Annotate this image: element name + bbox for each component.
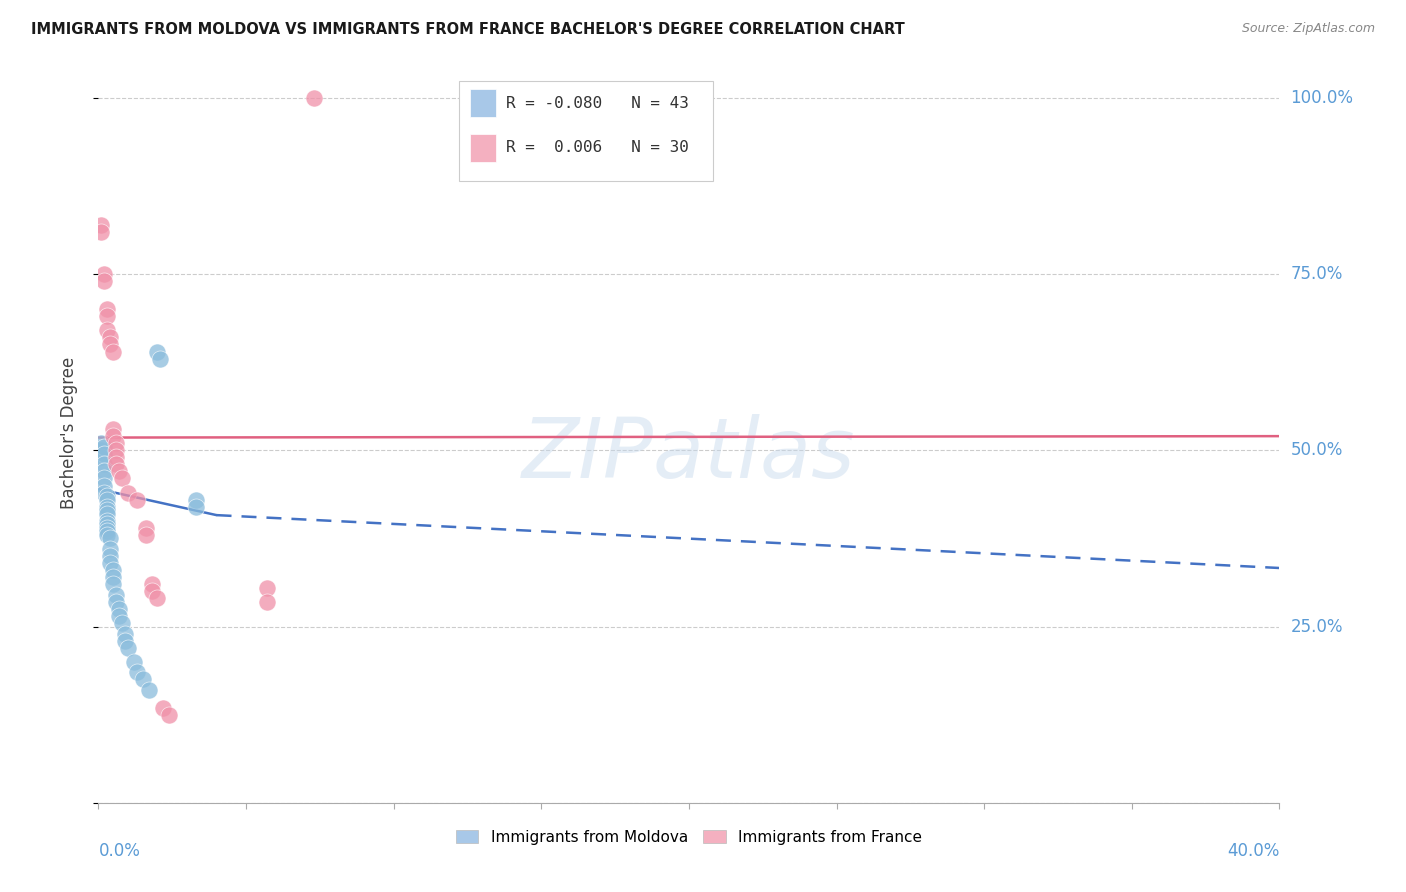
Point <box>114 633 136 648</box>
Point <box>98 330 121 344</box>
Point <box>96 521 118 535</box>
Point <box>96 489 118 503</box>
Point <box>122 655 145 669</box>
Point <box>96 302 118 317</box>
Point <box>103 344 125 359</box>
Point <box>111 471 134 485</box>
Point <box>93 267 115 281</box>
Y-axis label: Bachelor's Degree: Bachelor's Degree <box>59 357 77 508</box>
Point <box>96 323 118 337</box>
Point <box>184 500 207 514</box>
Point <box>125 665 148 680</box>
Point <box>96 500 118 514</box>
Point <box>93 478 115 492</box>
Point <box>93 440 115 454</box>
Point <box>93 458 115 472</box>
Point <box>96 310 118 324</box>
Point <box>111 615 134 630</box>
Point <box>114 626 136 640</box>
Point <box>184 492 207 507</box>
Point <box>96 517 118 532</box>
Point <box>146 344 169 359</box>
Text: 25.0%: 25.0% <box>1291 617 1343 635</box>
Point <box>105 450 128 465</box>
Point <box>141 577 163 591</box>
Point <box>90 436 112 450</box>
Bar <box>471 134 496 161</box>
Point <box>138 683 160 698</box>
Point <box>90 443 112 458</box>
Text: 0.0%: 0.0% <box>98 842 141 860</box>
Point <box>96 514 118 528</box>
Point <box>108 609 131 624</box>
Point <box>117 640 139 655</box>
Text: 75.0%: 75.0% <box>1291 265 1343 283</box>
Point <box>103 563 125 577</box>
Text: Source: ZipAtlas.com: Source: ZipAtlas.com <box>1241 22 1375 36</box>
Point <box>157 707 180 722</box>
Text: IMMIGRANTS FROM MOLDOVA VS IMMIGRANTS FROM FRANCE BACHELOR'S DEGREE CORRELATION : IMMIGRANTS FROM MOLDOVA VS IMMIGRANTS FR… <box>31 22 904 37</box>
Point <box>98 541 121 556</box>
Text: 40.0%: 40.0% <box>1227 842 1279 860</box>
Point <box>108 602 131 616</box>
Point <box>152 700 174 714</box>
Point <box>105 458 128 472</box>
Point <box>103 577 125 591</box>
Point <box>96 528 118 542</box>
Point <box>117 485 139 500</box>
Point <box>105 588 128 602</box>
Point <box>103 429 125 443</box>
Point <box>132 673 155 687</box>
Point <box>96 507 118 521</box>
Point <box>98 556 121 570</box>
Point <box>98 532 121 546</box>
Point <box>135 521 157 535</box>
Point <box>93 447 115 461</box>
Point <box>98 337 121 351</box>
Point <box>93 274 115 288</box>
Point <box>96 492 118 507</box>
Point <box>103 422 125 436</box>
Point <box>93 471 115 485</box>
Text: 50.0%: 50.0% <box>1291 442 1343 459</box>
Text: R =  0.006   N = 30: R = 0.006 N = 30 <box>506 140 689 155</box>
Legend: Immigrants from Moldova, Immigrants from France: Immigrants from Moldova, Immigrants from… <box>450 823 928 851</box>
Point <box>96 524 118 539</box>
Text: R = -0.080   N = 43: R = -0.080 N = 43 <box>506 95 689 111</box>
Text: 100.0%: 100.0% <box>1291 88 1354 107</box>
Point <box>105 443 128 458</box>
Point <box>98 549 121 563</box>
Point <box>302 91 325 105</box>
Text: ZIPatlas: ZIPatlas <box>522 414 856 495</box>
Point <box>90 450 112 465</box>
Point <box>149 351 172 366</box>
Point <box>135 528 157 542</box>
Bar <box>471 89 496 117</box>
Point <box>105 436 128 450</box>
Point <box>256 581 278 595</box>
Point <box>93 464 115 478</box>
Point <box>108 464 131 478</box>
Point <box>146 591 169 606</box>
Point <box>105 595 128 609</box>
Point <box>90 225 112 239</box>
Point <box>256 595 278 609</box>
Point <box>141 584 163 599</box>
Point <box>96 503 118 517</box>
Point <box>125 492 148 507</box>
Point <box>103 570 125 584</box>
Point <box>93 485 115 500</box>
Point <box>90 218 112 232</box>
FancyBboxPatch shape <box>458 81 713 181</box>
